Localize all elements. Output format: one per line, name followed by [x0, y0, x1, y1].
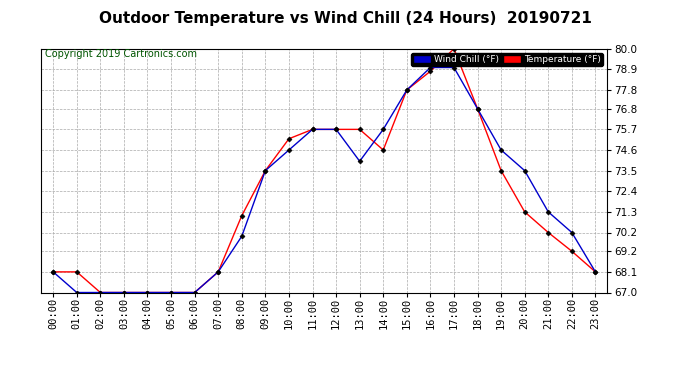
Legend: Wind Chill (°F), Temperature (°F): Wind Chill (°F), Temperature (°F) — [411, 53, 602, 66]
Text: Outdoor Temperature vs Wind Chill (24 Hours)  20190721: Outdoor Temperature vs Wind Chill (24 Ho… — [99, 11, 591, 26]
Text: Copyright 2019 Cartronics.com: Copyright 2019 Cartronics.com — [45, 49, 197, 59]
